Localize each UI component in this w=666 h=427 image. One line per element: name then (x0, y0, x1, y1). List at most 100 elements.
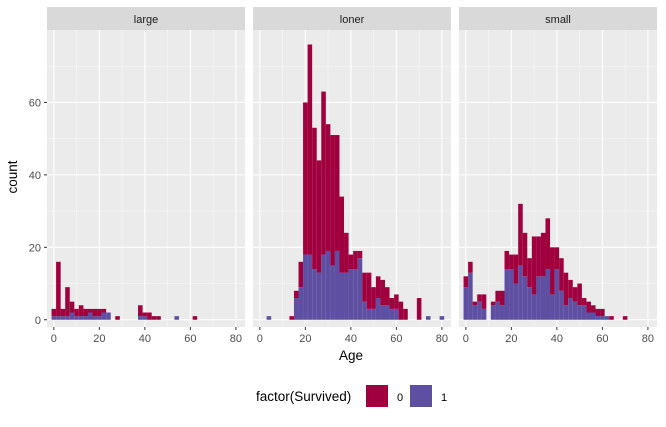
x-tick-label: 80 (642, 333, 654, 345)
bar-died-0 (536, 236, 541, 277)
facet-strip-loner (253, 7, 451, 30)
bar-died-0 (316, 160, 322, 273)
bar-died-0 (156, 316, 161, 320)
bar-died-0 (581, 298, 587, 306)
bar-died-0 (545, 218, 551, 270)
y-tick-label: 40 (29, 170, 41, 182)
facet-strip-label: large (134, 14, 158, 26)
bar-survived-1 (540, 276, 546, 320)
bar-died-0 (509, 254, 514, 270)
bar-survived-1 (321, 254, 326, 320)
bar-died-0 (65, 287, 70, 317)
bar-survived-1 (353, 269, 358, 320)
x-tick-label: 40 (345, 333, 357, 345)
bar-died-0 (353, 250, 358, 270)
bar-died-0 (609, 316, 614, 320)
legend-label-1: 1 (441, 392, 447, 404)
bar-survived-1 (371, 308, 376, 320)
bar-died-0 (577, 283, 582, 306)
x-axis-title: Age (339, 348, 363, 363)
bar-survived-1 (92, 316, 98, 320)
bar-died-0 (51, 308, 57, 317)
bar-died-0 (312, 127, 317, 270)
bar-died-0 (572, 287, 578, 302)
legend-key-1 (410, 385, 432, 407)
bar-died-0 (550, 247, 555, 295)
bar-died-0 (339, 196, 345, 273)
bar-survived-1 (518, 265, 523, 320)
bar-died-0 (87, 308, 93, 313)
bar-survived-1 (545, 269, 551, 320)
bar-survived-1 (69, 312, 75, 320)
bar-died-0 (463, 276, 469, 288)
facet-panel-large: large 0 20 40 60 80 0 20 40 60 (29, 7, 245, 345)
bar-died-0 (518, 203, 523, 266)
x-tick-label: 60 (184, 333, 196, 345)
x-tick-label: 40 (139, 333, 151, 345)
bar-survived-1 (334, 250, 340, 320)
bar-survived-1 (65, 316, 70, 320)
bar-survived-1 (550, 294, 555, 320)
bar-died-0 (468, 261, 473, 273)
bar-survived-1 (56, 316, 61, 320)
bar-died-0 (559, 258, 564, 291)
bar-died-0 (56, 261, 61, 317)
legend-title: factor(Survived) (256, 389, 351, 404)
bar-died-0 (74, 308, 79, 317)
bar-survived-1 (348, 269, 354, 320)
bar-survived-1 (513, 283, 519, 320)
bar-survived-1 (60, 316, 66, 320)
bar-died-0 (115, 316, 120, 320)
x-tick-label: 20 (299, 333, 311, 345)
bar-died-0 (321, 91, 326, 255)
bar-died-0 (334, 135, 340, 251)
bar-died-0 (147, 312, 152, 320)
bar-survived-1 (463, 287, 469, 320)
bar-died-0 (600, 308, 605, 317)
bar-died-0 (92, 308, 98, 317)
bar-died-0 (477, 294, 482, 302)
bar-died-0 (325, 124, 331, 251)
bar-survived-1 (138, 316, 143, 320)
bar-survived-1 (586, 312, 591, 320)
y-tick-label: 20 (29, 242, 41, 254)
facet-panel-small: small 0 20 40 60 80 (459, 7, 657, 345)
legend-key-0 (366, 385, 388, 407)
bar-survived-1 (600, 316, 605, 320)
bar-survived-1 (74, 316, 79, 320)
bar-survived-1 (531, 294, 537, 320)
bar-survived-1 (499, 305, 505, 320)
bar-survived-1 (303, 254, 308, 320)
bar-survived-1 (312, 269, 317, 320)
facet-strip-small (459, 7, 657, 30)
facet-panel-loner: loner 0 20 40 60 80 (253, 7, 451, 345)
bar-survived-1 (481, 308, 487, 320)
bar-survived-1 (591, 312, 596, 320)
bar-died-0 (595, 308, 601, 317)
x-tick-label: 20 (93, 333, 105, 345)
bar-died-0 (394, 294, 399, 309)
bar-died-0 (293, 290, 299, 299)
bar-died-0 (531, 236, 537, 295)
bar-died-0 (403, 308, 408, 320)
x-tick-label: 80 (230, 333, 242, 345)
bar-died-0 (527, 258, 532, 288)
bar-died-0 (142, 312, 148, 317)
bar-died-0 (622, 316, 628, 320)
x-tick-label: 20 (505, 333, 517, 345)
bar-died-0 (540, 232, 546, 277)
bar-survived-1 (357, 258, 363, 320)
bar-survived-1 (572, 301, 578, 320)
bar-survived-1 (375, 298, 381, 320)
bar-survived-1 (568, 298, 573, 320)
legend: factor(Survived) 0 1 (256, 385, 447, 407)
bar-survived-1 (97, 316, 102, 320)
bar-died-0 (138, 305, 143, 317)
bar-died-0 (78, 305, 84, 317)
bar-died-0 (513, 254, 519, 284)
bar-survived-1 (325, 250, 331, 320)
x-tick-label: 0 (257, 333, 263, 345)
bar-died-0 (348, 254, 354, 270)
bar-survived-1 (504, 269, 510, 320)
